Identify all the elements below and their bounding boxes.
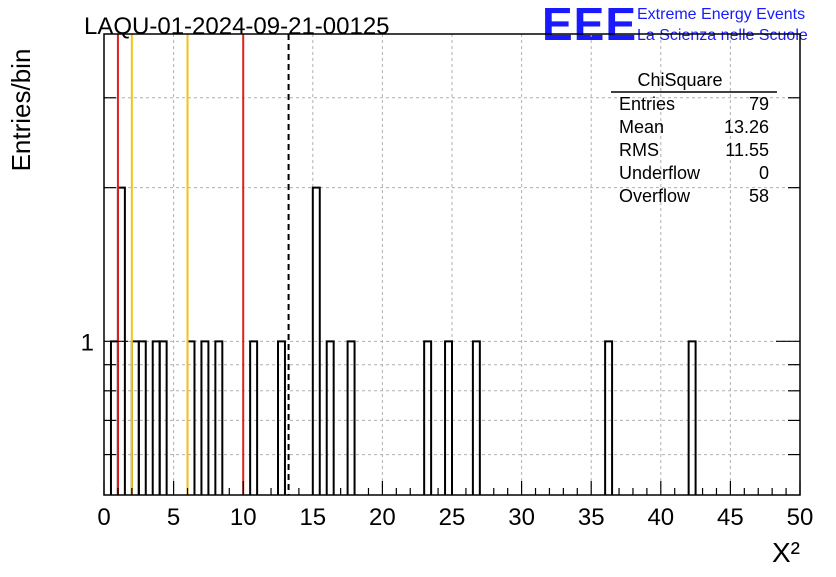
- stats-value: 79: [749, 94, 769, 114]
- run-title: LAQU-01-2024-09-21-00125: [84, 13, 390, 40]
- stats-value: 58: [749, 186, 769, 206]
- x-tick-label: 40: [647, 504, 674, 531]
- stats-label: RMS: [619, 140, 659, 160]
- y-axis-label: Entries/bin: [6, 49, 36, 172]
- stats-box: ChiSquare Entries 79 Mean 13.26 RMS 11.55 Unde…: [611, 70, 777, 206]
- x-tick-label: 30: [508, 504, 535, 531]
- histogram-bar: [214, 340, 224, 495]
- stats-rows: Entries 79 Mean 13.26 RMS 11.55 Underflow 0 Over…: [619, 94, 769, 206]
- histogram-bar: [311, 186, 321, 495]
- histogram-bar: [423, 340, 433, 495]
- histogram-bar: [200, 340, 210, 495]
- histogram-bar: [137, 340, 147, 495]
- histogram-bar: [471, 340, 481, 495]
- histogram-bar: [325, 340, 335, 495]
- stats-title: ChiSquare: [637, 70, 722, 90]
- x-ticks: 0 5 10 15 20 25 30 35 40 45 50: [97, 481, 813, 531]
- stats-label: Underflow: [619, 163, 701, 183]
- x-tick-label: 45: [717, 504, 744, 531]
- eee-logo: EEE Extreme Energy Events La Scienza nel…: [542, 0, 808, 50]
- logo-line-2: La Scienza nelle Scuole: [637, 27, 808, 44]
- histogram-bars: [109, 186, 697, 495]
- histogram-bar: [346, 340, 356, 495]
- y-ticks: 1: [81, 97, 800, 456]
- stats-value: 11.55: [725, 140, 769, 160]
- histogram-bar: [249, 340, 259, 495]
- stats-value: 0: [759, 163, 769, 183]
- histogram-bar: [444, 340, 453, 495]
- x-tick-label: 10: [230, 504, 257, 531]
- histogram-bar: [158, 340, 168, 495]
- stats-label: Entries: [619, 94, 675, 114]
- x-axis-label: X²: [772, 537, 800, 568]
- x-tick-label: 5: [167, 504, 180, 531]
- histogram-bar: [277, 340, 286, 495]
- y-tick-label: 1: [81, 329, 94, 356]
- histogram-bar: [604, 340, 614, 495]
- histogram-bar: [687, 340, 697, 495]
- stats-value: 13.26: [724, 117, 769, 137]
- x-tick-label: 20: [369, 504, 396, 531]
- eee-logo-text: EEE: [542, 0, 637, 50]
- marker-lines: [116, 34, 290, 495]
- x-tick-label: 25: [439, 504, 466, 531]
- x-tick-label: 15: [299, 504, 326, 531]
- x-tick-label: 50: [787, 504, 814, 531]
- x-tick-label: 35: [578, 504, 605, 531]
- x-tick-label: 0: [97, 504, 110, 531]
- stats-label: Overflow: [619, 186, 691, 206]
- logo-line-1: Extreme Energy Events: [637, 6, 805, 23]
- stats-label: Mean: [619, 117, 664, 137]
